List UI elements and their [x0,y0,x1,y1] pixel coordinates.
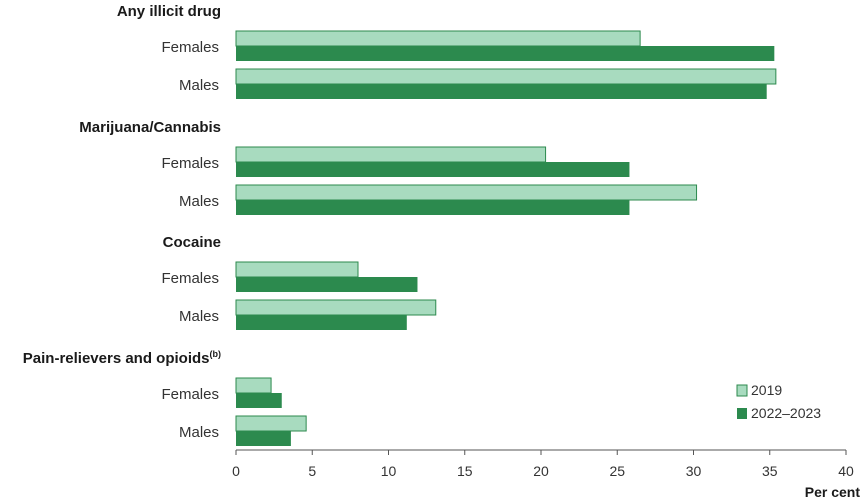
labels-layer: Any illicit drug Females Males Marijuana/Ca… [23,3,221,441]
bar-pain-relievers-and-opioids-females-2019 [235,377,272,394]
bar-cocaine-females-2019 [235,261,359,278]
x-tick-label: 25 [609,463,625,479]
bar-cocaine-males-2019 [235,299,437,316]
bar-cocaine-males-2022-2023 [236,315,407,330]
x-tick-label: 35 [762,463,778,479]
bar-marijuana-cannabis-females-2022-2023 [236,162,630,177]
x-axis-ticks: 0 5 10 15 20 25 30 35 40 [232,450,854,479]
category-label-marijuana-cannabis: Marijuana/Cannabis [79,119,221,136]
bar-marijuana-cannabis-males-2019 [235,184,698,201]
legend-label-2019: 2019 [751,382,782,398]
legend-label-2022-2023: 2022–2023 [751,405,821,421]
row-label-cocaine-females: Females [161,270,219,287]
category-label-any-illicit-drug: Any illicit drug [117,3,221,20]
bar-pain-relievers-and-opioids-males-2022-2023 [236,431,291,446]
bar-cocaine-females-2022-2023 [236,277,418,292]
legend: 2019 2022–2023 [736,382,821,421]
bar-marijuana-cannabis-males-2022-2023 [236,200,630,215]
row-label-marijuana-cannabis-males: Males [179,193,219,210]
bar-pain-relievers-and-opioids-males-2019 [235,415,307,432]
bar-any-illicit-drug-males-2022-2023 [236,84,767,99]
row-label-cocaine-males: Males [179,308,219,325]
bar-any-illicit-drug-females-2022-2023 [236,46,775,61]
x-axis-title: Per cent [805,484,861,500]
row-label-any-illicit-drug-females: Females [161,39,219,56]
category-label-note: (b) [210,349,222,359]
row-label-marijuana-cannabis-females: Females [161,155,219,172]
x-tick-label: 20 [533,463,549,479]
legend-swatch-2019 [736,384,748,397]
row-label-any-illicit-drug-males: Males [179,77,219,94]
x-tick-label: 5 [308,463,316,479]
bar-pain-relievers-and-opioids-females-2022-2023 [236,393,282,408]
bars-layer [235,30,777,446]
row-label-pain-relievers-and-opioids-males: Males [179,424,219,441]
x-tick-label: 15 [457,463,473,479]
bar-any-illicit-drug-males-2019 [235,68,777,85]
x-tick-label: 30 [686,463,702,479]
row-label-pain-relievers-and-opioids-females: Females [161,386,219,403]
category-label-cocaine: Cocaine [163,234,221,251]
x-tick-label: 0 [232,463,240,479]
bar-any-illicit-drug-females-2019 [235,30,641,47]
bar-marijuana-cannabis-females-2019 [235,146,547,163]
x-tick-label: 40 [838,463,854,479]
category-label-pain-relievers-and-opioids: Pain-relievers and opioids(b) [23,349,221,367]
legend-swatch-2022-2023 [737,408,747,419]
x-tick-label: 10 [381,463,397,479]
